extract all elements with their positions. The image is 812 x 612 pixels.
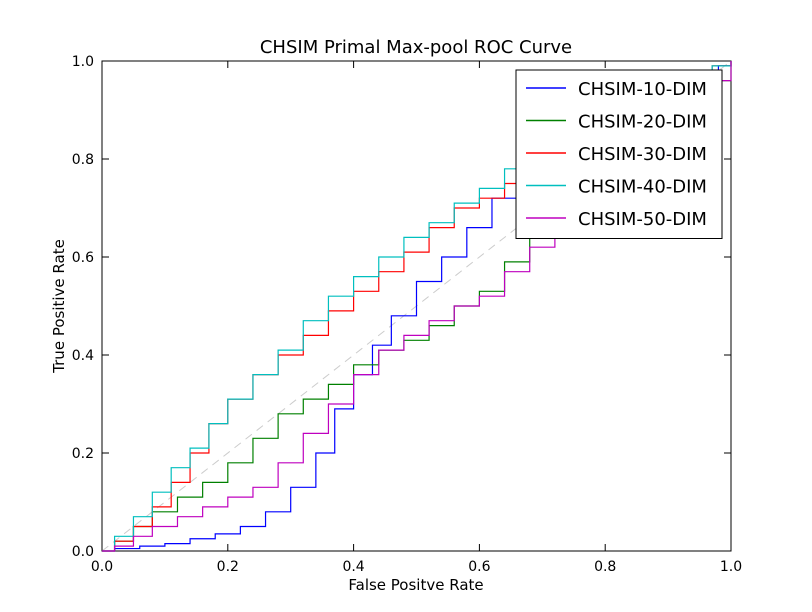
legend-frame	[515, 69, 723, 239]
y-tick-label: 0.6	[72, 250, 94, 266]
x-tick-label: 1.0	[720, 559, 742, 575]
chart-title: CHSIM Primal Max-pool ROC Curve	[260, 37, 572, 58]
legend-label-2: CHSIM-20-DIM	[578, 112, 707, 133]
y-axis-label: True Positive Rate	[50, 239, 68, 374]
y-tick-label: 0.0	[72, 544, 94, 560]
legend: CHSIM-10-DIM CHSIM-20-DIM CHSIM-30-DIM CHSI…	[515, 69, 723, 239]
legend-label-5: CHSIM-50-DIM	[578, 209, 707, 230]
y-tick-label: 0.8	[72, 152, 94, 168]
legend-label-4: CHSIM-40-DIM	[578, 177, 707, 198]
y-tick-label: 0.2	[72, 446, 94, 462]
y-tick-label: 0.4	[72, 348, 94, 364]
x-tick-label: 0.4	[342, 559, 364, 575]
x-tick-label: 0.8	[594, 559, 616, 575]
legend-label-3: CHSIM-30-DIM	[578, 144, 707, 165]
y-tick-label: 1.0	[72, 54, 94, 70]
x-axis-label: False Positve Rate	[348, 576, 483, 594]
x-tick-label: 0.0	[91, 559, 113, 575]
legend-label-1: CHSIM-10-DIM	[578, 79, 707, 100]
x-tick-label: 0.6	[468, 559, 490, 575]
x-tick-label: 0.2	[217, 559, 239, 575]
